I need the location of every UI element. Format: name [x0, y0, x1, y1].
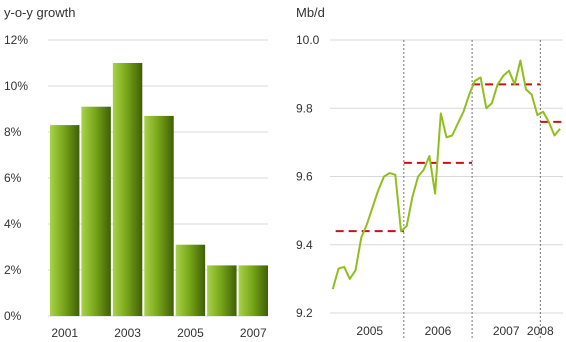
right-y-tick-label: 9.8 [296, 101, 313, 115]
production-line [331, 59, 561, 290]
growth-bar [175, 244, 206, 316]
left-x-tick-label: 2005 [177, 326, 204, 340]
right-y-tick-labels: 9.2 9.4 9.6 9.8 10.0 [296, 33, 320, 320]
left-y-tick-label: 8% [4, 125, 22, 139]
right-axis-title: Mb/d [296, 5, 325, 20]
right-x-tick-labels: 2005 2006 2007 2008 [356, 324, 554, 338]
right-gridlines [330, 39, 563, 314]
left-axis-title: y-o-y growth [4, 5, 76, 20]
left-y-tick-label: 0% [4, 309, 22, 323]
growth-bar [238, 265, 268, 316]
right-y-tick-label: 9.2 [296, 306, 313, 320]
left-x-tick-label: 2007 [240, 326, 267, 340]
left-y-tick-label: 12% [4, 33, 28, 47]
growth-bar [112, 63, 143, 316]
left-y-tick-label: 10% [4, 79, 28, 93]
right-y-tick-label: 9.4 [296, 238, 313, 252]
growth-bar [81, 106, 111, 316]
right-x-tick-label: 2006 [425, 324, 452, 338]
growth-bars [50, 63, 268, 317]
left-x-tick-label: 2001 [51, 326, 78, 340]
production-line-chart: Mb/d 9.2 9.4 9.6 9.8 10.0 2005 2006 2007 2008 [296, 5, 563, 340]
left-x-tick-labels: 2001 2003 2005 2007 [51, 326, 267, 340]
growth-bar [207, 265, 237, 316]
left-y-tick-label: 6% [4, 171, 22, 185]
left-y-tick-label: 4% [4, 217, 22, 231]
left-y-tick-labels: 0% 2% 4% 6% 8% 10% 12% [4, 33, 28, 323]
right-y-tick-label: 9.6 [296, 170, 313, 184]
annual-average-lines [335, 83, 563, 233]
right-x-tick-label: 2008 [527, 324, 554, 338]
right-y-tick-label: 10.0 [296, 33, 320, 47]
growth-bar-chart: y-o-y growth 0%2%4%6%8%10%12% 2001 2003 20… [4, 5, 268, 340]
growth-bar [144, 115, 174, 317]
left-y-tick-label: 2% [4, 263, 22, 277]
right-x-tick-label: 2007 [493, 324, 520, 338]
left-x-tick-label: 2003 [114, 326, 141, 340]
right-x-tick-label: 2005 [356, 324, 383, 338]
growth-bar [50, 125, 80, 316]
production-series [331, 59, 561, 290]
